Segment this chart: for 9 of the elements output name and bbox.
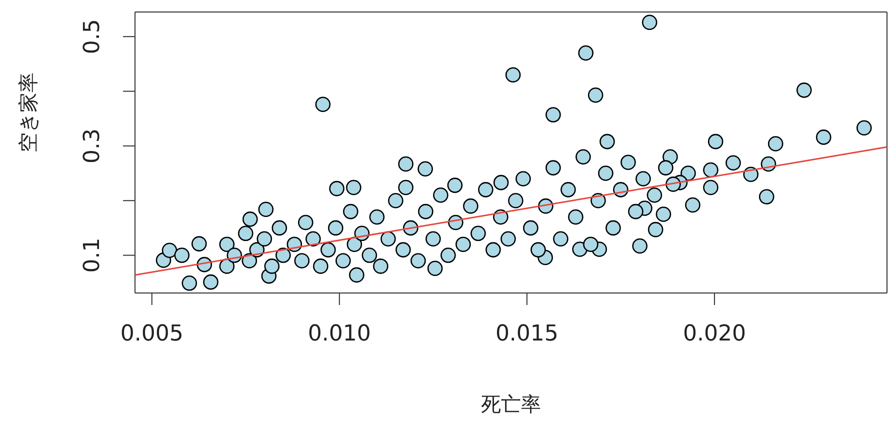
x-axis-title: 死亡率 [481,392,541,416]
x-tick-label: 0.015 [495,322,558,347]
x-tick-label: 0.005 [120,322,184,347]
x-tick-label: 0.010 [308,322,371,347]
y-tick-label: 0.3 [80,128,105,164]
y-tick-label: 0.1 [80,238,105,273]
y-tick-label: 0.5 [80,19,105,54]
y-axis-title: 空き家率 [16,72,40,152]
x-tick-label: 0.020 [682,322,746,347]
